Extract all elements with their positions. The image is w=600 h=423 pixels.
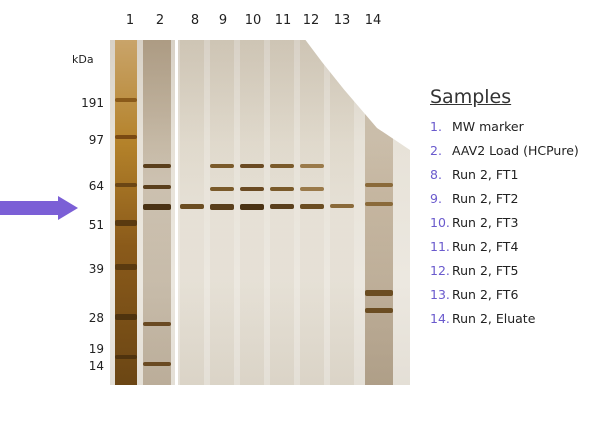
gel-band [270,187,294,191]
gel-lane-1 [115,40,137,385]
arrow-shaft [0,201,60,215]
lane-number: 8 [190,13,200,28]
gel-band [210,204,234,210]
gel-lane-8 [180,40,204,385]
sample-number: 1. [430,119,442,134]
lane-number: 12 [302,13,320,28]
sample-item: 2. AAV2 Load (HCPure) [430,143,579,158]
sample-label: Run 2, Eluate [452,311,536,326]
sample-label: AAV2 Load (HCPure) [452,143,579,158]
gel-band [115,135,137,139]
sample-label: Run 2, FT5 [452,263,519,278]
sample-number: 13. [430,287,450,302]
gel-band [143,322,171,326]
gel-band [143,362,171,366]
sample-label: Run 2, FT3 [452,215,519,230]
sample-item: 14. Run 2, Eluate [430,311,535,326]
kda-unit-label: kDa [72,53,94,66]
gel-band [143,185,171,189]
mw-marker-label: 28 [88,311,104,325]
mw-marker-label: 14 [88,359,104,373]
sample-number: 11. [430,239,450,254]
sample-number: 9. [430,191,442,206]
gel-band [115,314,137,320]
gel-band [115,355,137,359]
sample-label: Run 2, FT1 [452,167,519,182]
mw-marker-label: 97 [88,133,104,147]
gel-band [115,183,137,187]
gel-band [300,187,324,191]
gel-band [300,204,324,209]
gel-band [143,164,171,168]
mw-marker-label: 191 [81,96,104,110]
sample-label: MW marker [452,119,524,134]
sample-item: 9. Run 2, FT2 [430,191,518,206]
gel-band [365,183,393,187]
gel-band [330,204,354,208]
samples-title: Samples [430,86,512,108]
mw-marker-label: 64 [88,179,104,193]
gel-lane-12 [300,40,324,385]
gel-band [143,204,171,210]
sample-item: 10. Run 2, FT3 [430,215,518,230]
gel-band [300,164,324,168]
gel-lane-11 [270,40,294,385]
gel-band [240,187,264,191]
gel-lane-2 [143,40,171,385]
sample-label: Run 2, FT2 [452,191,519,206]
sample-item: 1. MW marker [430,119,524,134]
lane-number: 9 [218,13,228,28]
gel-band [240,204,264,210]
arrow-head [58,196,78,220]
gel-divider [175,40,178,385]
lane-number: 10 [244,13,262,28]
mw-marker-label: 39 [88,262,104,276]
lane-number: 1 [125,13,135,28]
sample-item: 11. Run 2, FT4 [430,239,518,254]
sample-label: Run 2, FT4 [452,239,519,254]
gel-band [365,308,393,313]
gel-band [180,204,204,209]
mw-marker-label: 51 [88,218,104,232]
gel-band [115,98,137,102]
gel-band [365,202,393,206]
gel-lane-9 [210,40,234,385]
gel-band [365,290,393,296]
mw-marker-label: 19 [88,342,104,356]
lane-number: 14 [364,13,382,28]
sample-number: 2. [430,143,442,158]
gel-band [115,264,137,270]
gel-band [270,164,294,168]
gel-lane-13 [330,40,354,385]
sample-number: 10. [430,215,450,230]
gel-image [110,40,410,385]
gel-band [240,164,264,168]
sample-item: 12. Run 2, FT5 [430,263,518,278]
lane-number: 11 [274,13,292,28]
sample-label: Run 2, FT6 [452,287,519,302]
sample-number: 8. [430,167,442,182]
sample-number: 14. [430,311,450,326]
lane-number: 13 [333,13,351,28]
sample-item: 13. Run 2, FT6 [430,287,518,302]
sample-item: 8. Run 2, FT1 [430,167,518,182]
gel-band [115,220,137,226]
gel-band [210,187,234,191]
gel-band [270,204,294,209]
sample-number: 12. [430,263,450,278]
lane-number: 2 [155,13,165,28]
gel-lane-10 [240,40,264,385]
gel-band [210,164,234,168]
